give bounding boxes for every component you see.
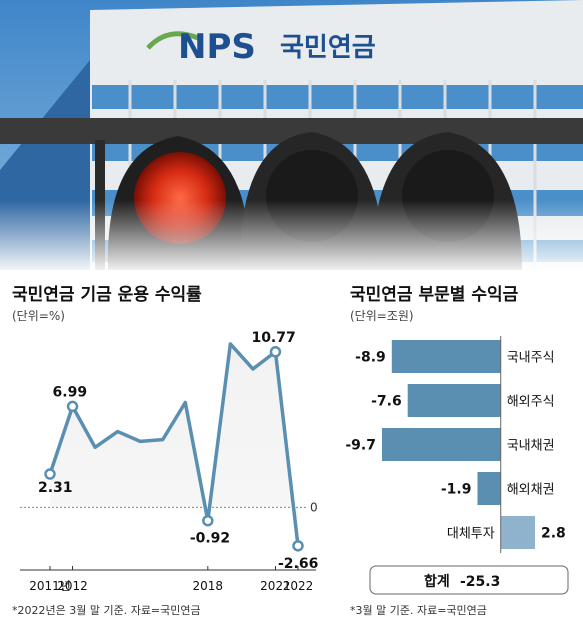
total-value: -25.3 (460, 574, 500, 590)
sector-bars: 국내주식 -8.9 해외주식 -7.6 국내채권 -9.7 해외채권 -1.9 대체투자 2.8 (345, 336, 566, 553)
return-line-points (44, 346, 304, 552)
return-line-area (50, 343, 298, 546)
total-box: 합계 -25.3 (369, 565, 569, 595)
x-tick-label: 2018 (193, 579, 224, 593)
return-chart-unit: (단위=%) (12, 309, 65, 323)
return-chart-title: 국민연금 기금 운용 수익률 (12, 285, 202, 305)
photo-fade (0, 200, 583, 275)
return-data-labels: 2.31 6.99 -0.92 10.77 -2.66 (38, 330, 318, 572)
sector-bar (382, 428, 501, 461)
sign-text: 국민연금 (280, 33, 376, 63)
line-point-marker (292, 540, 304, 552)
sector-value-label: -1.9 (441, 482, 472, 498)
line-point-marker (202, 514, 214, 527)
line-data-label: 10.77 (251, 330, 295, 346)
x-tick-label: 2022 (283, 579, 314, 593)
sector-category-label: 국내주식 (507, 351, 555, 366)
line-data-label: 6.99 (53, 384, 88, 400)
zero-label: 0 (310, 500, 318, 514)
x-tick-label: 2011년 (29, 579, 71, 593)
line-point-marker (66, 400, 79, 413)
line-point-marker (269, 346, 282, 358)
sector-bar (391, 340, 501, 373)
return-chart-footnote: *2022년은 3월 말 기준. 자료=국민연금 (12, 604, 201, 617)
return-line-series (48, 342, 300, 547)
header-photo: NPS 국민연금 (0, 0, 583, 275)
total-box-frame (369, 565, 569, 595)
sector-chart-title: 국민연금 부문별 수익금 (350, 285, 519, 305)
sector-chart-footnote: *3월 말 기준. 자료=국민연금 (350, 604, 487, 617)
sector-value-label: -7.6 (371, 394, 402, 410)
sector-category-label: 국내채권 (507, 439, 555, 454)
sector-category-label: 해외주식 (507, 395, 555, 410)
sign-logo: NPS (178, 27, 256, 67)
sector-value-label: 2.8 (541, 526, 566, 542)
return-rate-chart: 국민연금 기금 운용 수익률 (단위=%) 0 2.31 6.99 -0.92 10.… (12, 285, 318, 617)
total-label: 합계 (424, 573, 450, 590)
line-data-label: -2.66 (278, 556, 318, 572)
sector-category-label: 대체투자 (447, 527, 495, 542)
line-data-label: -0.92 (190, 531, 230, 547)
sector-chart-unit: (단위=조원) (350, 309, 414, 323)
line-data-label: 2.31 (38, 480, 73, 496)
sector-bar (407, 384, 501, 417)
sector-category-label: 해외채권 (507, 483, 555, 498)
sector-bar (477, 472, 501, 505)
sector-value-label: -9.7 (345, 438, 376, 454)
sector-bar (500, 516, 535, 549)
sector-profit-chart: 국민연금 부문별 수익금 (단위=조원) 국내주식 -8.9 해외주식 -7.6 국내채… (345, 285, 569, 617)
building-sign: NPS 국민연금 (146, 27, 376, 67)
leaf-logo-icon (146, 31, 199, 50)
sector-value-label: -8.9 (355, 350, 386, 366)
x-tick-label: 2012 (57, 579, 88, 593)
x-tick-label: 2021 (260, 579, 291, 593)
line-point-marker (44, 468, 56, 480)
